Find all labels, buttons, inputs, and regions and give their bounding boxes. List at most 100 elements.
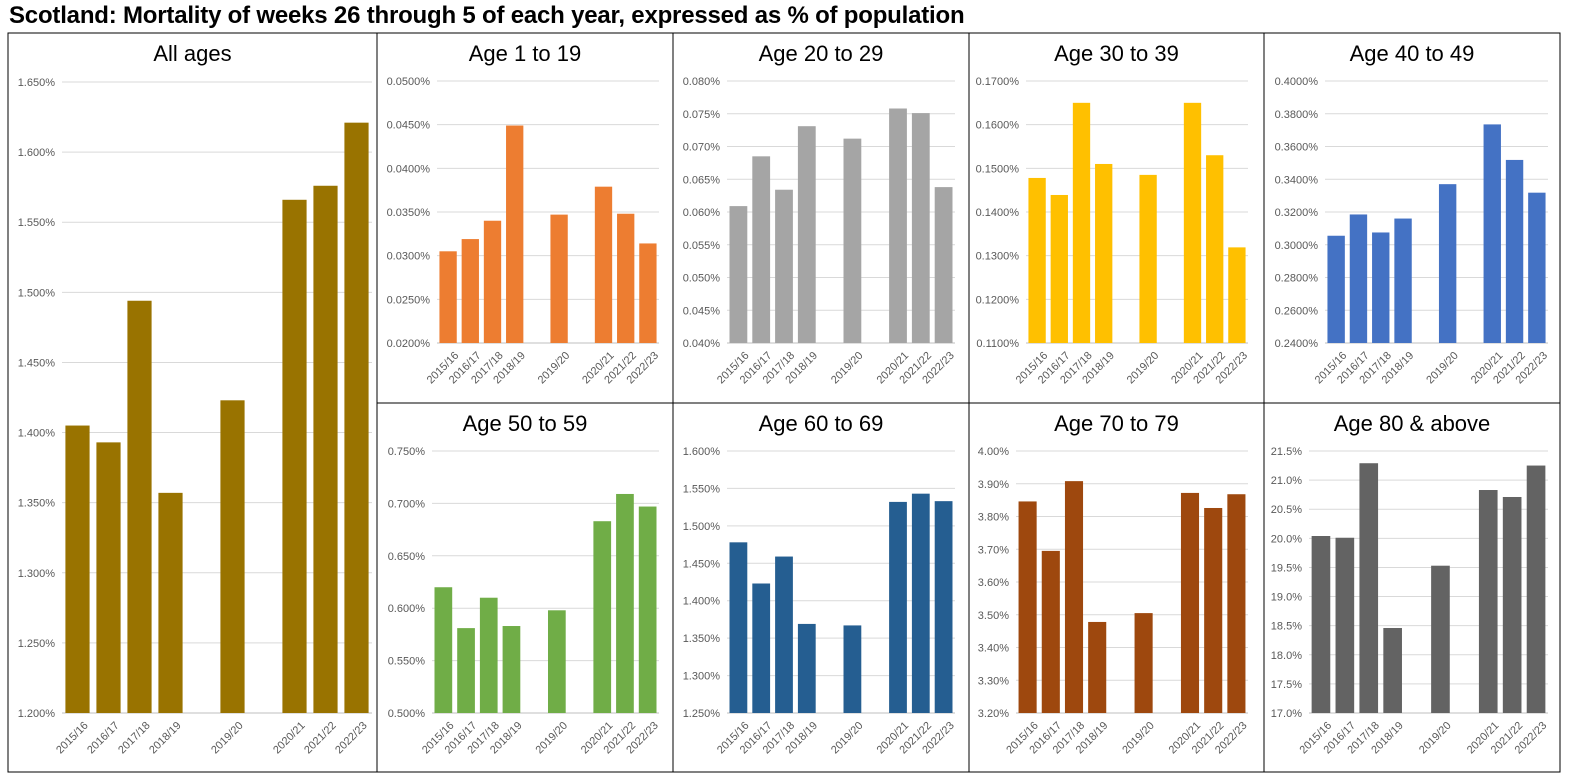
y-tick-label: 18.5% bbox=[1271, 621, 1302, 633]
y-tick-label: 0.4000% bbox=[1275, 76, 1319, 88]
y-tick-label: 1.350% bbox=[18, 498, 56, 510]
bar bbox=[313, 185, 338, 713]
y-tick-label: 1.550% bbox=[683, 483, 721, 495]
bar bbox=[1228, 247, 1246, 343]
y-tick-label: 0.0200% bbox=[387, 338, 431, 350]
y-tick-label: 1.600% bbox=[683, 446, 721, 458]
y-tick-label: 3.70% bbox=[978, 544, 1009, 556]
bar bbox=[502, 626, 521, 713]
y-tick-label: 21.5% bbox=[1271, 446, 1302, 458]
y-tick-label: 0.1400% bbox=[976, 207, 1020, 219]
chart-panel-3: Age 20 to 29 0.040% 0.045% 0.050% 0.055% 0.06… bbox=[672, 32, 970, 404]
y-tick-label: 1.400% bbox=[683, 596, 721, 608]
bar bbox=[1349, 214, 1368, 343]
bar bbox=[1483, 124, 1501, 343]
bar bbox=[127, 300, 152, 713]
y-tick-label: 1.600% bbox=[18, 147, 56, 159]
bar bbox=[775, 189, 793, 343]
bar bbox=[344, 122, 369, 714]
y-tick-label: 0.075% bbox=[683, 109, 721, 121]
y-tick-label: 20.0% bbox=[1271, 533, 1302, 545]
bar bbox=[479, 597, 498, 713]
bar bbox=[65, 425, 90, 713]
bar bbox=[889, 108, 907, 343]
y-tick-label: 19.0% bbox=[1271, 592, 1302, 604]
bar bbox=[594, 186, 613, 343]
y-tick-label: 18.0% bbox=[1271, 650, 1302, 662]
y-tick-label: 0.1200% bbox=[976, 294, 1020, 306]
bar bbox=[1180, 492, 1200, 713]
bar bbox=[282, 199, 307, 713]
bar bbox=[439, 251, 457, 343]
chart-title: Age 40 to 49 bbox=[1350, 41, 1475, 66]
chart-title: All ages bbox=[153, 41, 231, 66]
y-tick-label: 0.1300% bbox=[976, 251, 1020, 263]
bar bbox=[593, 521, 612, 713]
y-tick-label: 0.700% bbox=[388, 498, 426, 510]
y-tick-label: 1.450% bbox=[18, 357, 56, 369]
bar bbox=[911, 113, 930, 343]
page-title: Scotland: Mortality of weeks 26 through … bbox=[9, 2, 965, 29]
y-tick-label: 1.650% bbox=[18, 77, 56, 89]
y-tick-label: 0.0500% bbox=[387, 76, 431, 88]
y-tick-label: 1.250% bbox=[683, 708, 721, 720]
y-tick-label: 3.60% bbox=[978, 577, 1009, 589]
bar bbox=[752, 583, 771, 713]
bar bbox=[639, 243, 657, 343]
y-tick-label: 20.5% bbox=[1271, 504, 1302, 516]
y-tick-label: 0.060% bbox=[683, 207, 721, 219]
chart-panel-2: Age 1 to 19 0.0200% 0.0250% 0.0300% 0.0350% 0… bbox=[376, 32, 674, 404]
bar bbox=[1311, 536, 1331, 713]
bar bbox=[1528, 192, 1546, 343]
bar bbox=[547, 610, 566, 713]
bar bbox=[1359, 463, 1379, 713]
bar bbox=[729, 206, 748, 343]
y-tick-label: 0.2800% bbox=[1275, 273, 1319, 285]
y-tick-label: 0.0450% bbox=[387, 120, 431, 132]
y-tick-label: 1.250% bbox=[18, 638, 56, 650]
bar bbox=[797, 623, 816, 713]
bar bbox=[1095, 163, 1113, 343]
bar bbox=[1431, 565, 1450, 713]
y-tick-label: 0.2600% bbox=[1275, 305, 1319, 317]
chart-title: Age 60 to 69 bbox=[759, 411, 884, 436]
y-tick-label: 1.500% bbox=[18, 287, 56, 299]
bar bbox=[752, 156, 771, 343]
y-tick-label: 3.20% bbox=[978, 708, 1009, 720]
y-tick-label: 3.80% bbox=[978, 512, 1009, 524]
y-tick-label: 0.080% bbox=[683, 76, 721, 88]
bar bbox=[1072, 102, 1091, 343]
bar bbox=[1018, 501, 1037, 713]
bar bbox=[1134, 613, 1153, 713]
chart-panel-9: Age 80 & above 17.0% 17.5% 18.0% 18.5% 19.0% 1… bbox=[1263, 402, 1561, 773]
bar bbox=[1050, 194, 1068, 343]
y-tick-label: 1.300% bbox=[18, 568, 56, 580]
bar bbox=[1335, 537, 1355, 713]
bar bbox=[889, 501, 907, 713]
y-tick-label: 17.0% bbox=[1271, 708, 1302, 720]
bar bbox=[843, 625, 862, 713]
chart-panel-8: Age 70 to 79 3.20% 3.30% 3.40% 3.50% 3.60% 3.7… bbox=[968, 402, 1265, 773]
chart-title: Age 50 to 59 bbox=[463, 411, 588, 436]
bar bbox=[1088, 621, 1107, 713]
bar bbox=[638, 506, 657, 713]
y-tick-label: 0.750% bbox=[388, 446, 426, 458]
y-tick-label: 0.1700% bbox=[976, 76, 1020, 88]
y-tick-label: 3.40% bbox=[978, 643, 1009, 655]
bar bbox=[1438, 184, 1457, 343]
chart-panel-5: Age 40 to 49 0.2400% 0.2600% 0.2800% 0.3000%… bbox=[1263, 32, 1561, 404]
bar bbox=[616, 493, 634, 713]
bar bbox=[96, 442, 121, 713]
bar bbox=[1183, 102, 1202, 343]
chart-panel-7: Age 60 to 69 1.250% 1.300% 1.350% 1.400% 1.45… bbox=[672, 402, 970, 773]
y-tick-label: 0.1600% bbox=[976, 120, 1020, 132]
bar bbox=[1478, 490, 1498, 713]
chart-title: Age 30 to 39 bbox=[1054, 41, 1179, 66]
y-tick-label: 0.2400% bbox=[1275, 338, 1319, 350]
bar bbox=[1502, 496, 1522, 713]
bar bbox=[457, 628, 475, 713]
y-tick-label: 0.3400% bbox=[1275, 174, 1319, 186]
chart-panel-6: Age 50 to 59 0.500% 0.550% 0.600% 0.650% 0.70… bbox=[376, 402, 674, 773]
bar bbox=[461, 239, 479, 343]
